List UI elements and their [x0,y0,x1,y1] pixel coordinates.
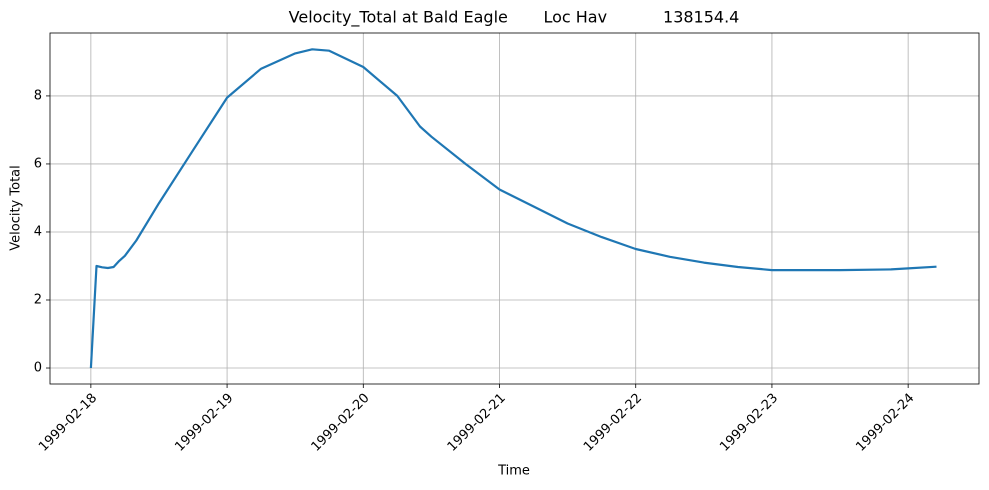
x-tick-label: 1999-02-20 [309,391,373,455]
x-tick-label: 1999-02-22 [581,391,645,455]
data-line [89,48,937,369]
x-tick-label: 1999-02-18 [36,391,100,455]
x-axis-label: Time [497,464,530,479]
y-tick-label: 4 [34,224,42,239]
y-tick-label: 0 [34,361,42,376]
y-tick-label: 8 [34,88,42,103]
y-tick-label: 2 [34,292,42,307]
chart-title: Velocity_Total at Bald Eagle Loc Hav 138… [289,8,740,28]
x-tick-label: 1999-02-19 [172,391,236,455]
x-tick-label: 1999-02-21 [445,391,509,455]
y-axis-label: Velocity Total [9,165,24,251]
x-tick-label: 1999-02-24 [853,391,917,455]
x-tick-label: 1999-02-23 [717,391,781,455]
plot-frame [49,32,980,385]
y-tick-label: 6 [34,156,42,171]
